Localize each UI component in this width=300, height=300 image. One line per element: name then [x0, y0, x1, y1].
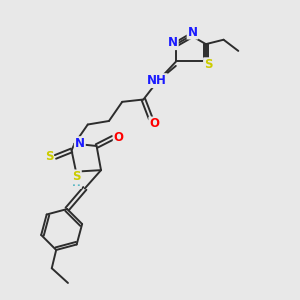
- Text: S: S: [45, 150, 53, 164]
- Text: N: N: [188, 26, 198, 39]
- Text: S: S: [204, 58, 212, 71]
- Text: O: O: [149, 117, 159, 130]
- Text: H: H: [72, 178, 81, 188]
- Text: N: N: [168, 36, 178, 49]
- Text: O: O: [114, 131, 124, 144]
- Text: N: N: [75, 137, 85, 150]
- Text: NH: NH: [147, 74, 167, 87]
- Text: S: S: [72, 170, 81, 183]
